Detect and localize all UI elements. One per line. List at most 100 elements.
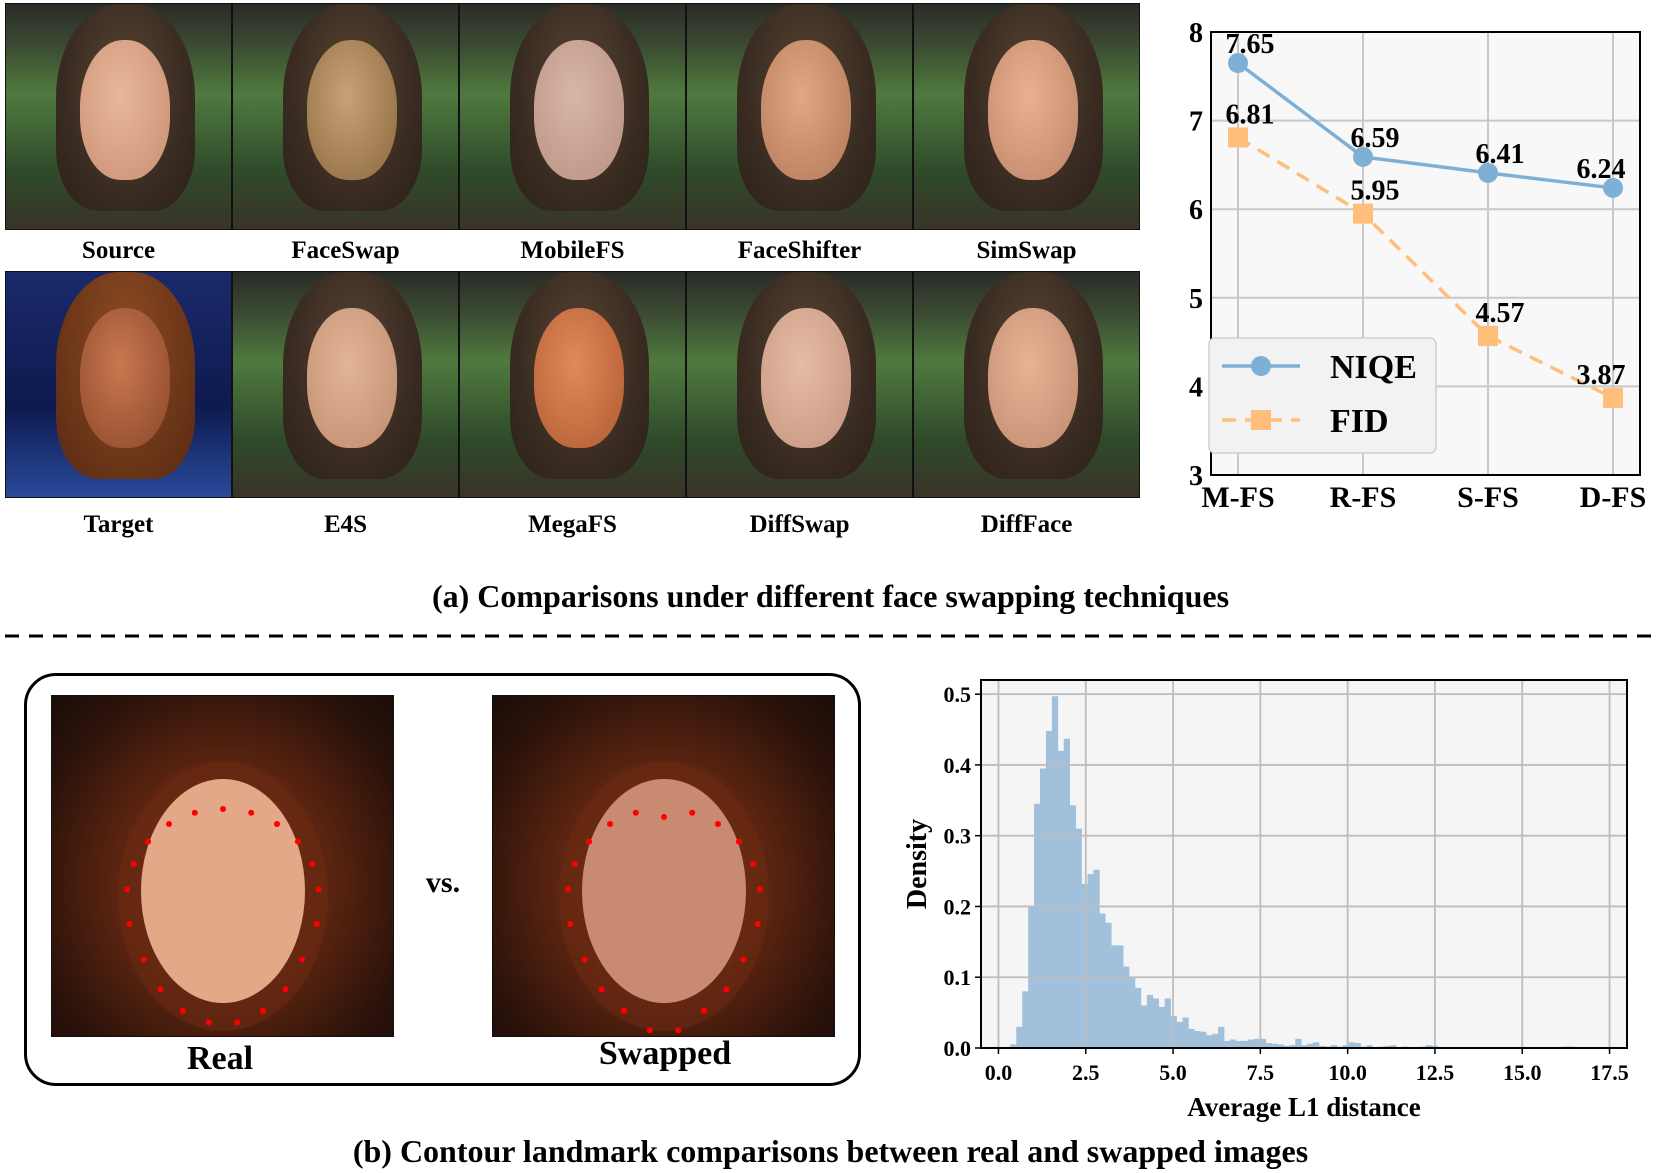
x-tick-label: 17.5 xyxy=(1590,1060,1629,1085)
landmark-dot xyxy=(586,838,593,845)
target-row-image-4 xyxy=(686,271,913,498)
caption-a: (a) Comparisons under different face swa… xyxy=(431,578,1230,614)
plot-frame xyxy=(980,679,1628,1049)
dashed-divider xyxy=(5,634,1655,638)
histogram-bar xyxy=(1366,1045,1373,1048)
histogram-bar xyxy=(1111,945,1118,1048)
x-tick-label: R-FS xyxy=(1330,481,1397,514)
source-row-image-4 xyxy=(686,3,913,230)
landmark-dot xyxy=(179,1007,186,1014)
landmark-dot xyxy=(157,986,164,993)
data-label: 3.87 xyxy=(1577,360,1626,391)
data-label: 6.81 xyxy=(1226,99,1275,130)
x-tick-label: 2.5 xyxy=(1072,1060,1100,1085)
histogram-bar xyxy=(1010,1044,1017,1048)
histogram-bar xyxy=(1063,738,1070,1048)
histogram-bar xyxy=(1164,998,1171,1048)
histogram-bar xyxy=(1295,1038,1302,1048)
source-row-image-2 xyxy=(232,3,459,230)
y-axis-label: Density xyxy=(902,819,933,909)
niqe-point xyxy=(1603,177,1623,198)
method-label: Target xyxy=(83,511,154,538)
histogram-bar xyxy=(1117,945,1124,1048)
plot-frame xyxy=(1210,31,1641,476)
y-tick-label: 8 xyxy=(1189,18,1203,49)
histogram-bar xyxy=(1176,1021,1183,1048)
histogram-bar xyxy=(1057,750,1065,1048)
histogram-bar xyxy=(1235,1040,1243,1048)
fid-point xyxy=(1353,203,1373,224)
landmark-dot xyxy=(191,809,198,816)
histogram-bar xyxy=(1081,883,1088,1048)
histogram-bar xyxy=(1069,805,1076,1048)
landmark-dot xyxy=(205,1019,212,1026)
histogram-bar xyxy=(1051,696,1059,1048)
histogram-bar xyxy=(1354,1043,1361,1048)
histogram-bar xyxy=(1218,1026,1225,1048)
landmark-dot xyxy=(632,809,639,816)
histogram-bar xyxy=(1016,1026,1023,1048)
landmark-dot xyxy=(750,861,757,867)
y-tick-label: 7 xyxy=(1189,107,1203,138)
target-row-image-2 xyxy=(232,271,459,498)
source-row-image-3 xyxy=(459,3,686,230)
histogram-bar xyxy=(1034,803,1041,1048)
real-face-image xyxy=(51,695,394,1037)
histogram-bar xyxy=(1129,976,1136,1048)
y-tick-label: 0.5 xyxy=(944,682,972,707)
histogram-bar xyxy=(1259,1038,1266,1048)
real-label: Real xyxy=(186,1040,254,1077)
fid-point xyxy=(1603,387,1623,408)
histogram-bar xyxy=(1319,1045,1326,1048)
landmark-dot xyxy=(282,986,289,993)
histogram-bar xyxy=(1022,991,1029,1048)
niqe-point xyxy=(1353,146,1373,167)
histogram-bar xyxy=(1253,1038,1260,1048)
histogram-bar xyxy=(1313,1042,1320,1048)
landmark-dot xyxy=(565,886,572,893)
method-label: DiffSwap xyxy=(749,511,850,538)
method-label: FaceShifter xyxy=(737,237,862,264)
legend-marker xyxy=(1251,410,1271,430)
y-tick-label: 4 xyxy=(1189,372,1203,403)
landmark-dot xyxy=(145,838,152,845)
histogram-bar xyxy=(1277,1044,1284,1048)
histogram-bar xyxy=(1390,1045,1397,1048)
data-label: 7.65 xyxy=(1226,29,1275,60)
target-row-image-3 xyxy=(459,271,686,498)
landmark-dot xyxy=(689,809,696,816)
target-row-image-5 xyxy=(913,271,1140,498)
histogram-bar xyxy=(1265,1043,1272,1048)
x-tick-label: 7.5 xyxy=(1247,1060,1275,1085)
data-label: 4.57 xyxy=(1476,298,1525,329)
landmark-dot xyxy=(567,920,574,927)
histogram-bar xyxy=(1200,1031,1207,1048)
niqe-fid-line-chart: 3 4 5 6 7 8 M-FS R-FS S-FS D-FS 7.65 6.59 6.41 6.24 6.… xyxy=(1189,18,1646,514)
histogram-bar xyxy=(1241,1040,1249,1048)
histogram-bar xyxy=(1425,1045,1433,1048)
landmark-dot xyxy=(607,821,613,827)
target-row-image-1 xyxy=(5,271,232,498)
face-region xyxy=(582,779,746,1003)
method-label: MegaFS xyxy=(528,511,617,538)
data-label: 6.41 xyxy=(1476,139,1525,170)
landmark-dot xyxy=(701,1007,708,1014)
y-tick-label: 5 xyxy=(1189,284,1203,315)
face-region xyxy=(141,779,305,1003)
method-label: E4S xyxy=(323,511,368,538)
source-row-image-1 xyxy=(5,3,232,230)
landmark-dot xyxy=(124,886,131,893)
landmark-dot xyxy=(723,986,730,993)
histogram-bar xyxy=(1134,987,1142,1048)
histogram-bar xyxy=(1307,1043,1314,1048)
landmark-dot xyxy=(220,806,226,812)
histogram-bar xyxy=(1342,1045,1349,1048)
histogram-bar xyxy=(1247,1039,1255,1048)
y-tick-label: 0.4 xyxy=(944,753,972,778)
fid-point xyxy=(1478,325,1498,346)
landmark-dot xyxy=(715,821,721,827)
histogram-bar xyxy=(1140,1005,1148,1048)
histogram-bar xyxy=(1087,873,1094,1048)
legend: NIQE FID xyxy=(1208,337,1437,454)
landmark-dot xyxy=(274,821,280,827)
